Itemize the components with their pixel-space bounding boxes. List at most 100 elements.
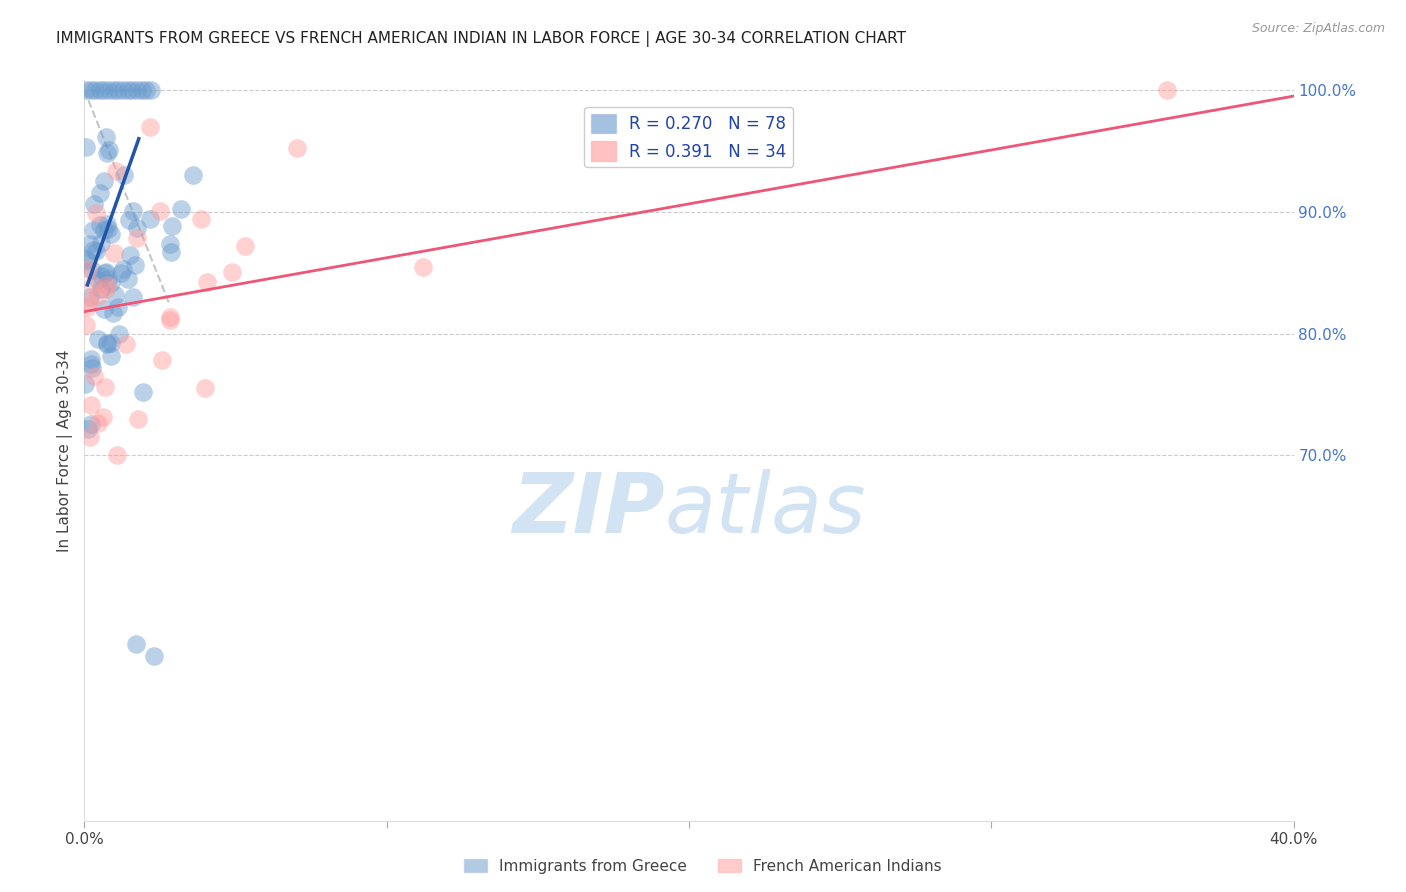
Point — [96, 218, 118, 232]
Point — [100, 336, 122, 351]
Point — [84, 244, 107, 258]
Point — [160, 219, 183, 234]
Point — [159, 310, 181, 325]
Point — [79, 237, 101, 252]
Text: atlas: atlas — [665, 469, 866, 550]
Point — [83, 368, 105, 383]
Point — [79, 83, 101, 97]
Point — [104, 288, 127, 302]
Point — [96, 129, 118, 144]
Point — [98, 83, 121, 97]
Point — [76, 262, 98, 277]
Point — [76, 253, 98, 268]
Point — [96, 146, 118, 161]
Point — [139, 212, 162, 227]
Point — [1156, 83, 1178, 97]
Point — [90, 282, 112, 296]
Point — [125, 83, 148, 97]
Point — [89, 83, 111, 97]
Point — [117, 272, 139, 286]
Point — [105, 164, 128, 178]
Point — [118, 212, 141, 227]
Point — [117, 83, 139, 97]
Point — [94, 379, 117, 393]
Point — [233, 239, 256, 253]
Point — [139, 83, 162, 97]
Point — [103, 245, 125, 260]
Text: Source: ZipAtlas.com: Source: ZipAtlas.com — [1251, 22, 1385, 36]
Point — [80, 398, 103, 412]
Point — [79, 430, 101, 444]
Text: IMMIGRANTS FROM GREECE VS FRENCH AMERICAN INDIAN IN LABOR FORCE | AGE 30-34 CORR: IMMIGRANTS FROM GREECE VS FRENCH AMERICA… — [56, 31, 907, 47]
Point — [127, 411, 149, 425]
Point — [105, 448, 128, 462]
Point — [82, 277, 104, 292]
Point — [79, 290, 101, 304]
Point — [114, 336, 136, 351]
Point — [87, 273, 110, 287]
Point — [159, 237, 181, 252]
Point — [80, 417, 103, 431]
Point — [75, 140, 97, 154]
Point — [96, 336, 118, 351]
Point — [103, 83, 125, 97]
Point — [285, 141, 308, 155]
Point — [90, 236, 112, 251]
Point — [114, 168, 136, 182]
Point — [181, 168, 204, 182]
Point — [77, 293, 100, 308]
Point — [120, 248, 142, 262]
Point — [82, 223, 104, 237]
Point — [221, 265, 243, 279]
Point — [90, 268, 112, 283]
Point — [135, 83, 157, 97]
Point — [142, 649, 165, 664]
Point — [87, 332, 110, 346]
Point — [93, 223, 115, 237]
Point — [76, 301, 98, 315]
Point — [107, 300, 129, 314]
Legend: Immigrants from Greece, French American Indians: Immigrants from Greece, French American … — [458, 853, 948, 880]
Point — [100, 227, 122, 241]
Point — [82, 243, 104, 257]
Point — [110, 266, 132, 280]
Point — [86, 417, 108, 431]
Point — [159, 313, 181, 327]
Point — [127, 220, 149, 235]
Point — [83, 197, 105, 211]
Point — [149, 204, 172, 219]
Point — [96, 335, 118, 350]
Point — [75, 318, 97, 332]
Point — [89, 218, 111, 232]
Point — [97, 144, 120, 158]
Point — [96, 265, 118, 279]
Point — [87, 289, 110, 303]
Text: ZIP: ZIP — [512, 469, 665, 550]
Point — [93, 174, 115, 188]
Point — [100, 276, 122, 290]
Point — [121, 83, 143, 97]
Point — [75, 252, 97, 267]
Point — [93, 266, 115, 280]
Point — [108, 326, 131, 341]
Point — [124, 258, 146, 272]
Point — [127, 231, 149, 245]
Point — [93, 409, 115, 424]
Point — [103, 306, 125, 320]
Point — [107, 83, 129, 97]
Point — [195, 275, 218, 289]
Point — [150, 352, 173, 367]
Point — [97, 272, 120, 286]
Point — [132, 385, 155, 400]
Point — [75, 377, 97, 392]
Point — [89, 186, 111, 200]
Point — [82, 360, 104, 375]
Point — [170, 202, 193, 216]
Legend: R = 0.270   N = 78, R = 0.391   N = 34: R = 0.270 N = 78, R = 0.391 N = 34 — [585, 107, 793, 168]
Point — [79, 351, 101, 366]
Point — [96, 278, 118, 293]
Point — [100, 349, 122, 363]
Point — [94, 282, 117, 296]
Point — [97, 221, 120, 235]
Point — [125, 637, 148, 651]
